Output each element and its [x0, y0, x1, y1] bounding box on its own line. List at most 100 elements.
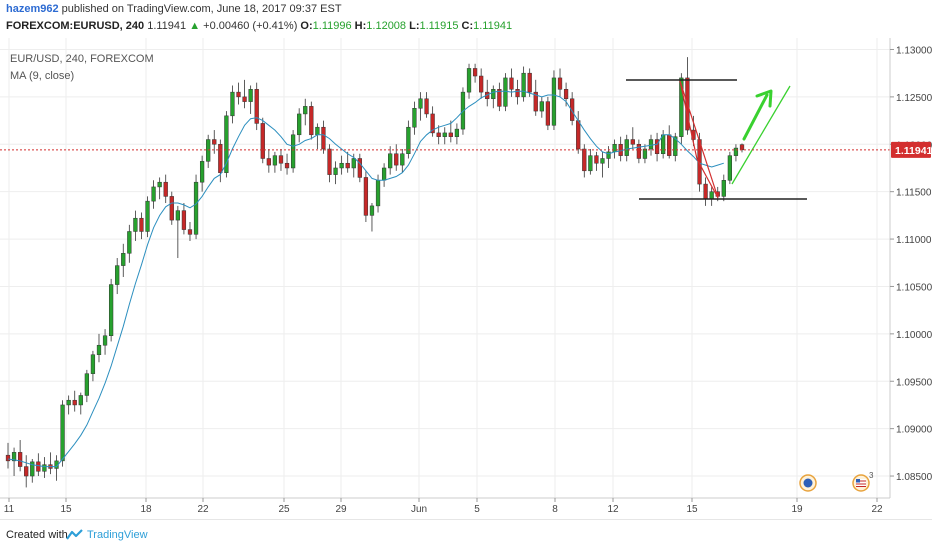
- price-badge: 1.11941: [891, 141, 932, 158]
- candle-body: [357, 158, 362, 178]
- candle-body: [72, 399, 77, 406]
- x-tick-label: 29: [335, 504, 347, 515]
- x-tick-label: 8: [552, 504, 558, 515]
- candle-body: [497, 89, 502, 107]
- green-arrow-icon[interactable]: [742, 89, 773, 141]
- candle-body: [624, 139, 629, 156]
- candle-body: [206, 139, 211, 162]
- candle-body: [266, 158, 271, 166]
- candle-body: [642, 148, 648, 159]
- candle-body: [133, 217, 138, 232]
- x-tick-label: 12: [607, 504, 619, 515]
- low-label: L:: [409, 20, 420, 32]
- candle-body: [297, 113, 302, 136]
- chart-legend: EUR/USD, 240, FOREXCOM MA (9, close): [10, 53, 154, 82]
- candle-body: [351, 158, 356, 169]
- candle-body: [90, 354, 96, 374]
- price-change: +0.00460 (+0.41%): [203, 20, 298, 32]
- candle-body: [145, 200, 150, 232]
- candle-body: [442, 132, 447, 137]
- candle-body: [278, 155, 284, 164]
- candle-body: [563, 89, 569, 100]
- candle-body: [454, 128, 460, 137]
- x-tick-label: 5: [474, 504, 480, 515]
- candle-body: [594, 155, 599, 164]
- candle-body: [108, 284, 114, 336]
- grid: [0, 38, 890, 498]
- candle-body: [339, 162, 344, 169]
- x-tick-label: Jun: [411, 504, 427, 515]
- y-tick-label: 1.11500: [896, 188, 932, 199]
- price-badge-text: 1.11941: [895, 145, 932, 157]
- y-tick-label: 1.11000: [896, 235, 932, 246]
- event-icon[interactable]: [799, 474, 817, 492]
- candle-body: [260, 123, 265, 159]
- candle-body: [515, 89, 520, 98]
- candle-body: [479, 75, 484, 93]
- candle-body: [369, 205, 375, 216]
- candle-body: [588, 155, 593, 172]
- candle-body: [224, 115, 229, 173]
- candle-body: [30, 461, 35, 477]
- candle-body: [115, 265, 120, 285]
- ohlc-line: FOREXCOM:EURUSD, 240 1.11941 ▲ +0.00460 …: [6, 20, 512, 32]
- author-link[interactable]: hazem962: [6, 3, 59, 15]
- publish-line: hazem962 published on TradingView.com, J…: [6, 3, 342, 15]
- x-tick-label: 15: [60, 504, 72, 515]
- candle-body: [272, 155, 278, 166]
- candle-body: [636, 144, 642, 159]
- candle-body: [557, 77, 563, 90]
- symbol-label: FOREXCOM:EURUSD, 240: [6, 20, 145, 32]
- candle-body: [236, 91, 241, 98]
- change-up-icon: ▲: [189, 20, 201, 32]
- y-axis[interactable]: 1.130001.125001.120001.115001.110001.105…: [890, 45, 932, 483]
- candle-body: [321, 126, 326, 150]
- x-axis[interactable]: 11 15 18 22 25 29 Jun 5 8 12 15 19 22: [4, 498, 883, 515]
- price-chart[interactable]: EUR/USD, 240, FOREXCOM MA (9, close) 1.1…: [0, 38, 932, 519]
- candle-body: [363, 177, 369, 216]
- candle-body: [727, 155, 732, 181]
- candle-body: [551, 77, 557, 126]
- candle-body: [430, 113, 435, 134]
- open-value: 1.11996: [312, 20, 352, 32]
- candle-body: [412, 108, 417, 128]
- candle-body: [418, 98, 423, 109]
- candle-body: [394, 153, 399, 166]
- candle-body: [121, 253, 126, 266]
- candle-body: [18, 452, 23, 467]
- candle-body: [199, 161, 205, 183]
- open-label: O:: [300, 20, 313, 32]
- created-with-text: Created with: [6, 529, 68, 541]
- candle-body: [102, 335, 108, 346]
- tradingview-link[interactable]: TradingView: [87, 529, 148, 541]
- event-count: 3: [869, 471, 874, 480]
- candle-body: [66, 399, 71, 406]
- x-tick-label: 19: [791, 504, 803, 515]
- footer: Created with TradingView: [0, 519, 932, 551]
- candle-body: [187, 229, 193, 235]
- x-tick-label: 11: [4, 504, 15, 515]
- green-trend-line[interactable]: [731, 85, 791, 185]
- candle-body: [242, 96, 247, 102]
- candle-body: [709, 191, 714, 200]
- candle-body: [284, 162, 290, 169]
- us-flag-icon[interactable]: 3: [852, 471, 874, 492]
- candle-body: [400, 153, 405, 166]
- candle-body: [193, 181, 199, 235]
- candle-body: [139, 217, 144, 232]
- last-price: 1.11941: [147, 20, 187, 32]
- candle-body: [630, 139, 635, 145]
- red-triangle[interactable]: [679, 80, 719, 199]
- candle-body: [612, 144, 617, 153]
- y-tick-label: 1.10500: [896, 282, 932, 293]
- drawings: [626, 79, 807, 200]
- candle-body: [78, 395, 83, 406]
- chart-header: hazem962 published on TradingView.com, J…: [0, 0, 932, 38]
- candle-body: [157, 181, 162, 188]
- candle-body: [181, 210, 187, 230]
- low-value: 1.11915: [419, 20, 459, 32]
- candle-body: [36, 461, 41, 472]
- candle-body: [491, 89, 496, 100]
- candle-body: [163, 181, 168, 197]
- candle-body: [212, 139, 217, 145]
